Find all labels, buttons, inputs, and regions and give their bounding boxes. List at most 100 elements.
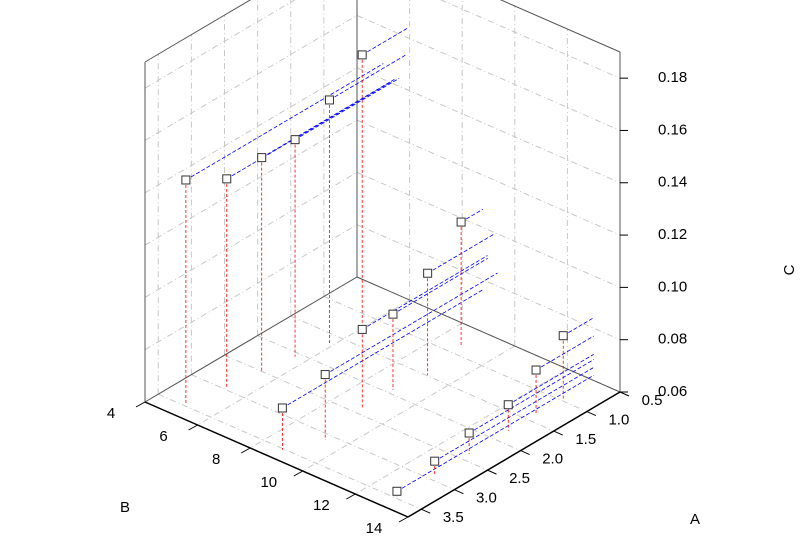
box-edge: [144, 0, 252, 63]
grid-line: [191, 374, 455, 491]
x-axis-title: A: [690, 511, 700, 528]
tick-mark: [553, 430, 563, 436]
grid-line: [356, 67, 621, 184]
projection-line: [392, 257, 488, 315]
point: [320, 370, 330, 380]
tick-mark: [346, 493, 356, 500]
axis-line: [144, 401, 409, 518]
grid-line: [144, 15, 358, 141]
projection-line: [460, 208, 484, 223]
y-tick-label: 14: [366, 520, 383, 537]
tick-mark: [487, 469, 497, 475]
projection-line: [226, 82, 391, 180]
point: [423, 268, 433, 278]
z-tick-label: 0.06: [658, 383, 687, 400]
point: [558, 331, 568, 341]
tick-mark: [421, 508, 431, 514]
grid-line: [197, 299, 410, 426]
y-tick-label: 10: [260, 474, 277, 491]
grid-line: [323, 296, 588, 412]
grid-line: [440, 0, 621, 79]
point: [181, 175, 191, 185]
grid-line: [144, 0, 296, 89]
grid-line: [144, 171, 358, 298]
grid-line: [257, 335, 521, 452]
x-tick-label: 2.5: [509, 470, 530, 487]
y-tick-label: 6: [159, 428, 167, 445]
tick-mark: [520, 450, 530, 456]
y-tick-label: 4: [107, 405, 115, 422]
z-tick-label: 0.16: [658, 121, 687, 138]
z-tick-label: 0.12: [658, 226, 687, 243]
grid-line: [144, 119, 358, 246]
x-tick-label: 1.0: [608, 412, 629, 429]
point: [456, 217, 466, 227]
grid-line: [302, 345, 516, 472]
grid-line: [356, 171, 621, 288]
x-tick-label: 2.0: [542, 451, 563, 468]
y-tick-label: 12: [313, 497, 330, 514]
x-tick-label: 3.0: [476, 490, 497, 507]
box-edge: [499, 0, 621, 53]
grid-line: [144, 67, 358, 194]
projection-line: [329, 54, 406, 101]
point: [388, 309, 398, 319]
projection-line: [362, 255, 488, 330]
point: [392, 486, 402, 496]
z-axis-title: C: [781, 264, 798, 275]
point: [357, 324, 367, 334]
point: [277, 403, 287, 413]
projection-line: [185, 63, 384, 181]
tick-mark: [293, 470, 304, 477]
axis-line: [407, 391, 621, 518]
grid-line: [356, 119, 621, 236]
box-edge: [356, 276, 621, 393]
point: [503, 400, 513, 410]
grid-line: [355, 368, 568, 495]
projection-line: [361, 27, 409, 56]
z-tick-label: 0.18: [658, 69, 687, 86]
x-tick-label: 0.5: [642, 392, 663, 409]
z-tick-label: 0.08: [658, 331, 687, 348]
point: [430, 456, 440, 466]
y-axis-title: B: [120, 499, 130, 516]
projection-line: [535, 335, 594, 371]
projection-line: [282, 289, 483, 409]
projection-line: [434, 367, 594, 462]
projection-line: [468, 359, 594, 434]
grid-line: [356, 224, 621, 341]
z-tick-label: 0.14: [658, 174, 687, 191]
point: [257, 153, 267, 163]
grid-line: [290, 315, 554, 432]
x-tick-label: 3.5: [443, 509, 464, 526]
point: [357, 50, 367, 60]
projection-line: [324, 272, 498, 375]
projection-line: [294, 77, 400, 140]
grid-line: [249, 322, 463, 449]
tick-mark: [454, 489, 464, 495]
tick-mark: [188, 424, 198, 431]
point: [464, 428, 474, 438]
point: [290, 135, 300, 145]
projection-line: [508, 354, 594, 406]
tick-mark: [398, 516, 409, 523]
tick-mark: [619, 391, 630, 397]
grid-line: [144, 224, 358, 351]
projection-line: [261, 78, 396, 158]
grid-line: [224, 354, 488, 471]
grid-line: [158, 393, 422, 510]
point: [222, 174, 232, 184]
tick-mark: [586, 411, 597, 416]
point: [324, 95, 334, 105]
point: [531, 365, 541, 375]
x-tick-label: 1.5: [575, 431, 596, 448]
z-tick-label: 0.10: [658, 278, 687, 295]
tick-mark: [240, 447, 251, 454]
grid-line: [356, 15, 621, 131]
box-edge: [144, 276, 358, 403]
projection-line: [396, 374, 594, 492]
y-tick-label: 8: [212, 451, 220, 468]
projection-line: [427, 234, 494, 274]
